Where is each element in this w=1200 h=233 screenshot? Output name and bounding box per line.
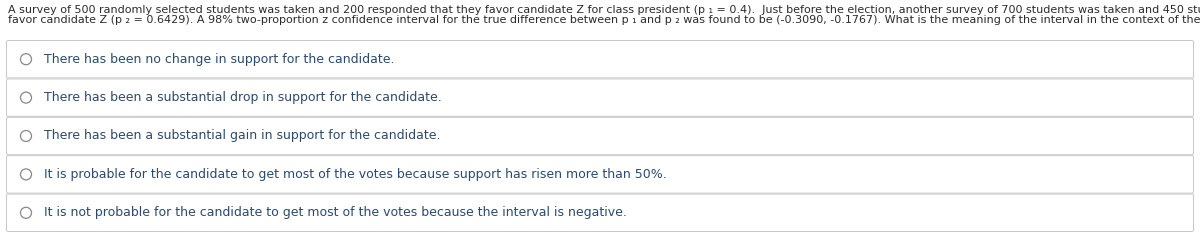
Text: There has been a substantial drop in support for the candidate.: There has been a substantial drop in sup…: [44, 91, 442, 104]
FancyBboxPatch shape: [6, 79, 1194, 116]
FancyBboxPatch shape: [6, 156, 1194, 193]
FancyBboxPatch shape: [6, 194, 1194, 232]
FancyBboxPatch shape: [6, 117, 1194, 155]
FancyBboxPatch shape: [6, 41, 1194, 78]
Text: A survey of 500 randomly selected students was taken and 200 responded that they: A survey of 500 randomly selected studen…: [8, 5, 1200, 15]
Text: There has been no change in support for the candidate.: There has been no change in support for …: [44, 53, 395, 66]
Text: favor candidate Z (p ₂ = 0.6429). A 98% two-proportion z confidence interval for: favor candidate Z (p ₂ = 0.6429). A 98% …: [8, 15, 1200, 25]
Text: It is not probable for the candidate to get most of the votes because the interv: It is not probable for the candidate to …: [44, 206, 626, 219]
Text: There has been a substantial gain in support for the candidate.: There has been a substantial gain in sup…: [44, 130, 440, 143]
Text: It is probable for the candidate to get most of the votes because support has ri: It is probable for the candidate to get …: [44, 168, 667, 181]
